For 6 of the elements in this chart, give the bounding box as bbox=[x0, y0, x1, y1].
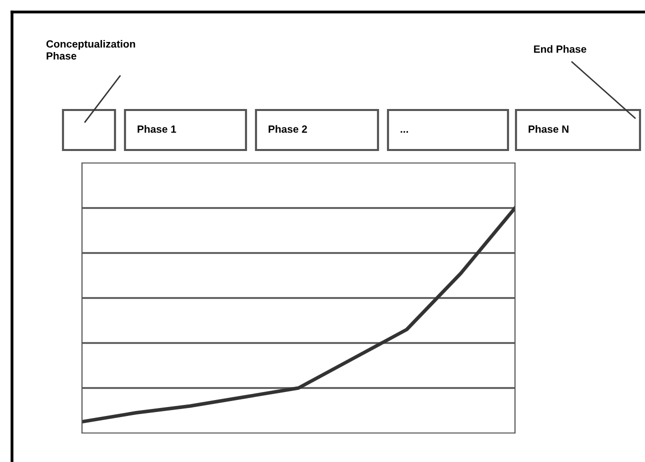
text: Conceptualization Phase bbox=[46, 40, 136, 60]
text: End Phase bbox=[534, 45, 586, 53]
text: Phase 2 bbox=[268, 125, 307, 133]
text: Phase N bbox=[528, 125, 568, 133]
text: Phase 1 bbox=[138, 125, 176, 133]
text: ... bbox=[400, 131, 408, 133]
